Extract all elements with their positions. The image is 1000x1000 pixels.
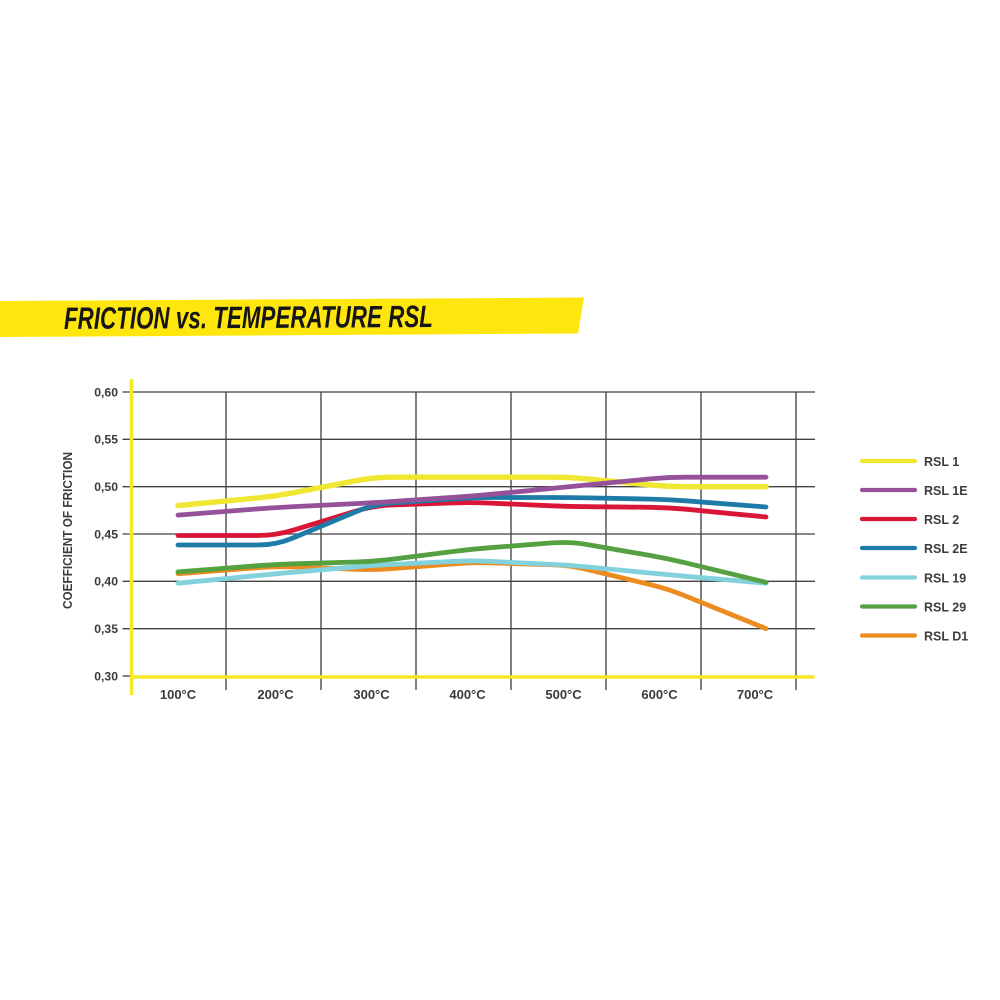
svg-text:COEFFICIENT OF FRICTION: COEFFICIENT OF FRICTION (60, 452, 75, 609)
svg-text:0,60: 0,60 (94, 385, 118, 399)
svg-text:400°C: 400°C (449, 687, 486, 702)
svg-text:RSL 2E: RSL 2E (924, 542, 968, 556)
svg-text:100°C: 100°C (160, 687, 197, 702)
svg-text:RSL 29: RSL 29 (924, 601, 966, 615)
svg-text:500°C: 500°C (545, 687, 582, 702)
svg-text:RSL D1: RSL D1 (924, 630, 968, 644)
svg-text:RSL 1E: RSL 1E (924, 484, 968, 498)
svg-text:RSL 19: RSL 19 (924, 572, 966, 586)
svg-text:0,50: 0,50 (94, 480, 118, 494)
svg-text:600°C: 600°C (641, 687, 678, 702)
svg-text:RSL 1: RSL 1 (924, 455, 959, 469)
svg-text:0,35: 0,35 (94, 622, 118, 636)
svg-text:0,55: 0,55 (94, 433, 118, 447)
svg-text:700°C: 700°C (737, 687, 774, 702)
svg-text:200°C: 200°C (257, 687, 294, 702)
svg-text:0,45: 0,45 (94, 527, 118, 541)
svg-text:0,30: 0,30 (94, 669, 118, 683)
svg-text:300°C: 300°C (353, 687, 390, 702)
svg-text:0,40: 0,40 (94, 575, 118, 589)
svg-text:RSL 2: RSL 2 (924, 513, 959, 527)
svg-text:FRICTION vs. TEMPERATURE RSL: FRICTION vs. TEMPERATURE RSL (64, 299, 433, 336)
